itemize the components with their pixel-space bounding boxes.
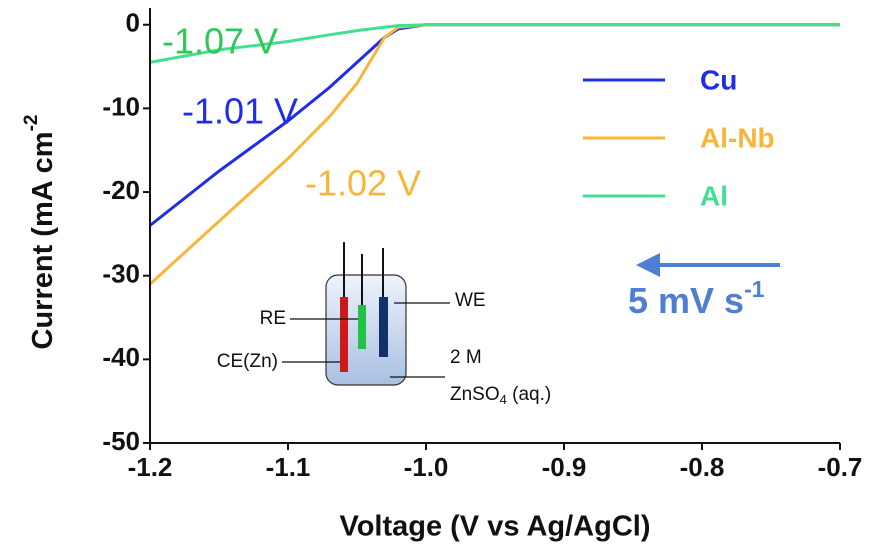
legend-label: Al [700,180,728,211]
cell-diagram: RE WE CE(Zn) 2 M ZnSO4 (aq.) [217,242,551,407]
x-tick-label: -0.7 [818,452,863,482]
solution-suffix: (aq.) [507,384,551,405]
y-tick-label: -40 [102,342,140,372]
solution-text: ZnSO [450,384,500,405]
y-label-superscript: -2 [21,115,42,132]
series-line [149,23,840,64]
y-label-text: Current (mA cm [27,131,59,349]
x-tick-label: -1.0 [404,452,449,482]
counter-electrode [340,297,348,372]
annotation: -1.01 V [182,91,298,132]
solution-subscript: 4 [500,392,507,407]
scan-rate-text: 5 mV s [628,280,744,321]
annotation: -1.02 V [305,163,421,204]
y-tick-label: 0 [126,8,140,38]
legend-label: Al-Nb [700,122,775,153]
y-tick-label: -20 [102,175,140,205]
inset-label: ZnSO4 (aq.) [450,384,551,407]
working-electrode [379,297,388,357]
y-axis-label: Current (mA cm-2 [21,115,59,350]
x-axis-label: Voltage (V vs Ag/AgCl) [340,511,651,543]
x-tick-label: -0.8 [680,452,725,482]
inset-label: WE [455,290,486,311]
x-tick-label: -1.1 [266,452,311,482]
annotation: -1.07 V [162,21,278,62]
scan-rate: 5 mV s-1 [628,276,765,320]
y-tick-label: -50 [102,426,140,456]
x-tick-label: -0.9 [542,452,587,482]
x-tick-label: -1.2 [128,452,173,482]
inset-label: CE(Zn) [217,351,278,372]
inset-label: RE [260,308,286,329]
y-tick-label: -10 [102,91,140,121]
legend-label: Cu [700,64,737,95]
inset-label: 2 M [450,347,482,368]
scan-rate-superscript: -1 [744,276,765,302]
reference-electrode [358,305,366,349]
y-tick-label: -30 [102,259,140,289]
